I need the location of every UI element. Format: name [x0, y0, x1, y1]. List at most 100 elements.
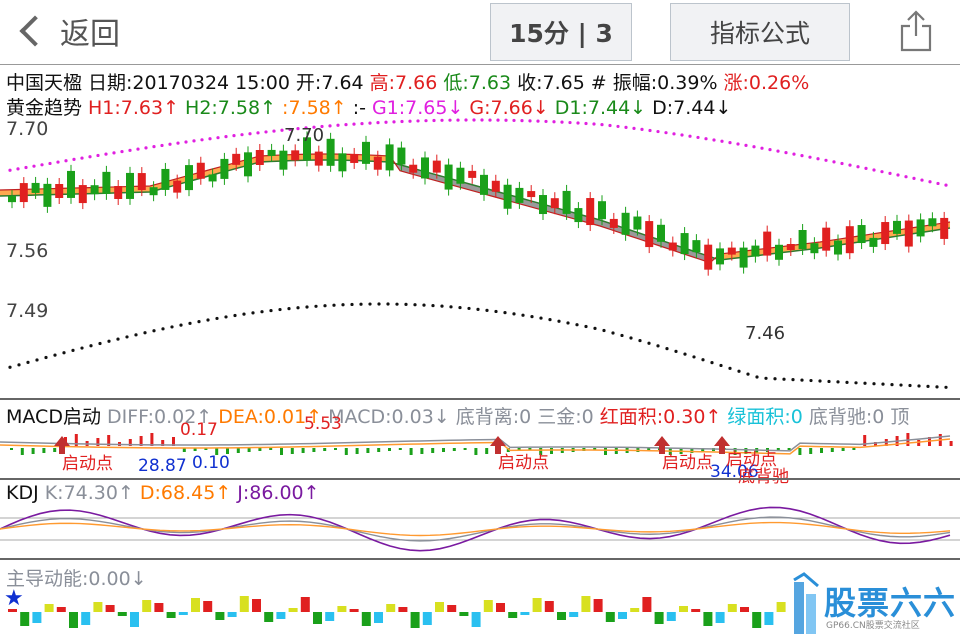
upper-dot	[360, 121, 364, 126]
lower-dot	[80, 346, 84, 350]
price-chart[interactable]	[0, 118, 960, 398]
period-button[interactable]: 15分 | 3	[490, 3, 632, 61]
upper-dot	[944, 183, 948, 187]
flow-bar	[276, 612, 286, 619]
upper-dot	[416, 119, 420, 123]
kdj-d-line	[0, 521, 951, 537]
upper-dot	[400, 119, 404, 124]
macd-bar	[690, 448, 694, 453]
upper-dot	[896, 173, 900, 177]
upper-dot	[8, 168, 12, 172]
lower-dot	[692, 355, 696, 359]
lower-dot	[476, 307, 480, 311]
kdj-chart[interactable]	[0, 502, 960, 558]
macd-bar	[301, 448, 305, 453]
macd-bar	[247, 448, 251, 452]
macd-bar	[830, 448, 834, 452]
upper-dot	[736, 142, 740, 146]
flow-bar	[642, 597, 652, 612]
macd-chart[interactable]	[0, 420, 960, 478]
flow-chart[interactable]	[0, 586, 960, 640]
upper-dot	[784, 151, 788, 155]
upper-dot	[824, 158, 828, 162]
lower-dot	[440, 304, 444, 308]
flow-bar	[105, 605, 115, 612]
lower-dot	[377, 302, 381, 306]
flow-bar	[630, 608, 640, 612]
lower-dot	[773, 377, 777, 381]
back-button[interactable]: 返回	[14, 8, 120, 54]
macd-bar	[506, 448, 510, 452]
upper-dot	[16, 167, 20, 171]
upper-dot	[432, 118, 436, 123]
formula-button[interactable]: 指标公式	[670, 3, 850, 61]
trend-d1: D1:7.44↓	[554, 97, 647, 119]
flow-bar	[191, 598, 200, 612]
upper-dot	[136, 147, 140, 151]
share-button[interactable]	[896, 8, 936, 54]
candle-body	[550, 198, 559, 209]
macd-bar	[733, 448, 737, 455]
divider-flow	[0, 558, 960, 560]
upper-dot	[568, 120, 572, 125]
upper-dot	[776, 149, 780, 153]
lower-dot	[701, 358, 705, 362]
candle-body	[314, 151, 323, 166]
candle-body	[8, 196, 16, 203]
upper-dot	[40, 163, 44, 167]
lower-dot	[170, 325, 174, 329]
upper-dot	[536, 119, 540, 123]
candle-body	[763, 231, 772, 256]
chart-panel[interactable]	[0, 64, 960, 640]
flow-bar	[471, 612, 481, 627]
quote-open: 开:7.64	[295, 72, 364, 94]
kdj-d: D:68.45↑	[139, 482, 232, 504]
macd-bar	[593, 448, 597, 450]
candle-body	[456, 167, 465, 184]
upper-dot	[72, 157, 76, 162]
macd-bar	[420, 448, 424, 454]
flow-bar	[288, 608, 298, 612]
lower-dot	[935, 385, 939, 389]
upper-dot	[64, 159, 68, 163]
upper-dot	[224, 135, 228, 139]
lower-dot	[674, 349, 678, 353]
lower-dot	[647, 341, 651, 345]
candle-body	[291, 150, 300, 161]
flow-bar	[496, 603, 505, 612]
flow-bar	[313, 612, 322, 624]
flow-bar	[361, 612, 371, 626]
macd-bar	[96, 438, 100, 446]
lower-dot	[782, 377, 786, 381]
lower-dot	[332, 303, 336, 307]
candle-body	[704, 244, 713, 270]
flow-bar	[337, 606, 347, 612]
candle-body	[19, 183, 28, 203]
candle-body	[798, 230, 807, 249]
lower-dot	[926, 384, 930, 388]
macd-dea: DEA:0.01↑	[218, 406, 323, 428]
lower-dot	[242, 312, 246, 316]
upper-dot	[184, 140, 188, 144]
candle-body	[114, 186, 123, 199]
upper-dot	[192, 139, 196, 143]
upper-dot	[792, 152, 796, 156]
lower-dot	[296, 306, 300, 310]
quote-amplitude: # 振幅:0.39%	[590, 72, 718, 94]
lower-dot	[8, 365, 12, 369]
candle-body	[574, 208, 583, 223]
upper-dot	[760, 146, 764, 150]
kdj-title: KDJ	[6, 482, 39, 504]
lower-dot	[665, 346, 669, 351]
upper-dot	[208, 137, 212, 141]
flow-bar	[410, 612, 420, 628]
lower-dot	[188, 321, 192, 325]
lower-dot	[143, 331, 147, 335]
macd-bar	[452, 448, 456, 451]
upper-dot	[552, 120, 556, 124]
upper-dot	[352, 122, 356, 126]
upper-dot	[680, 133, 684, 137]
lower-dot	[98, 341, 102, 346]
upper-dot	[656, 129, 660, 134]
lower-dot	[287, 307, 291, 311]
